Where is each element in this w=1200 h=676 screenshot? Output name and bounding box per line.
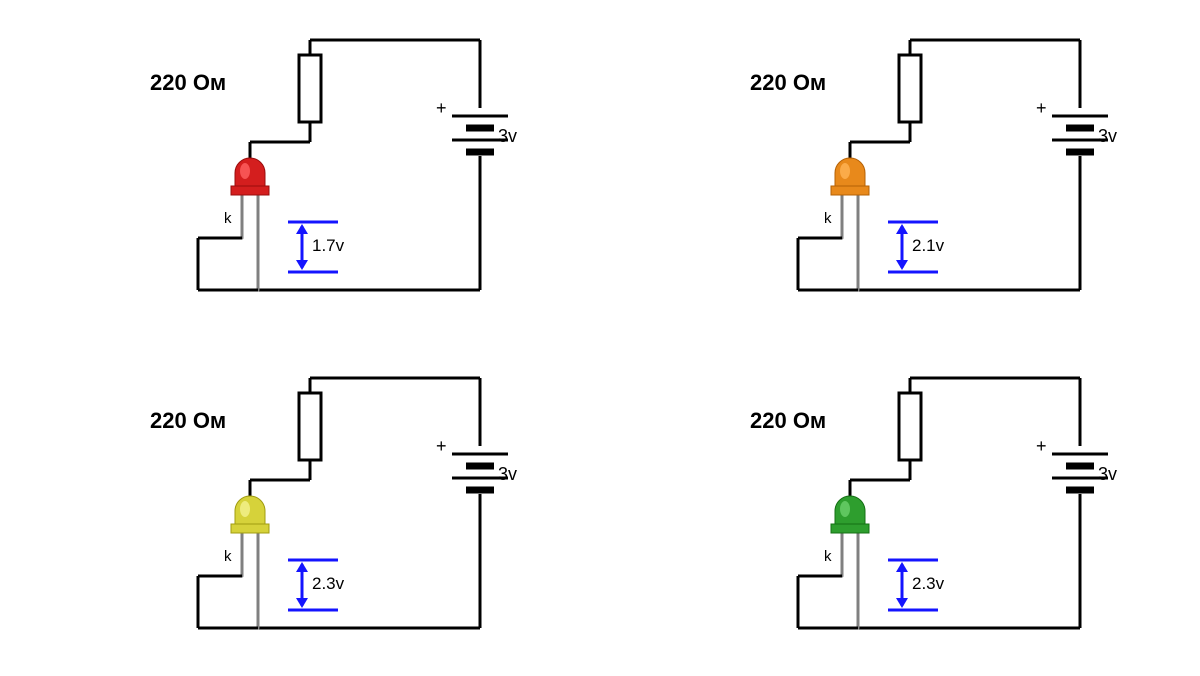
circuit-cell-orange: 220 Ом +3v k 2.1v xyxy=(600,0,1200,338)
battery-voltage-label: 3v xyxy=(498,126,517,147)
resistor-label: 220 Ом xyxy=(750,70,826,96)
cathode-k-label: k xyxy=(824,210,832,227)
battery-plus-label: + xyxy=(1036,436,1047,457)
battery-voltage-label: 3v xyxy=(1098,464,1117,485)
battery-voltage-label: 3v xyxy=(498,464,517,485)
voltage-drop-label: 2.3v xyxy=(312,574,344,594)
circuit-svg xyxy=(600,0,1200,338)
circuit-grid: 220 Ом +3v k 1.7v 220 Ом +3v k 2.1v 220 Ом +3v k… xyxy=(0,0,1200,675)
cathode-k-label: k xyxy=(224,548,232,565)
battery-plus-label: + xyxy=(436,98,447,119)
circuit-svg xyxy=(600,338,1200,676)
led-icon xyxy=(831,496,869,533)
voltage-drop-label: 2.3v xyxy=(912,574,944,594)
battery-voltage-label: 3v xyxy=(1098,126,1117,147)
resistor-label: 220 Ом xyxy=(150,70,226,96)
circuit-cell-yellow: 220 Ом +3v k 2.3v xyxy=(0,338,600,676)
led-icon xyxy=(231,158,269,195)
resistor-label: 220 Ом xyxy=(150,408,226,434)
voltage-drop-label: 1.7v xyxy=(312,236,344,256)
led-icon xyxy=(831,158,869,195)
cathode-k-label: k xyxy=(824,548,832,565)
led-icon xyxy=(231,496,269,533)
circuit-cell-green: 220 Ом +3v k 2.3v xyxy=(600,338,1200,676)
circuit-svg xyxy=(0,338,600,676)
circuit-svg xyxy=(0,0,600,338)
resistor-label: 220 Ом xyxy=(750,408,826,434)
voltage-drop-label: 2.1v xyxy=(912,236,944,256)
cathode-k-label: k xyxy=(224,210,232,227)
circuit-cell-red: 220 Ом +3v k 1.7v xyxy=(0,0,600,338)
battery-plus-label: + xyxy=(1036,98,1047,119)
battery-plus-label: + xyxy=(436,436,447,457)
